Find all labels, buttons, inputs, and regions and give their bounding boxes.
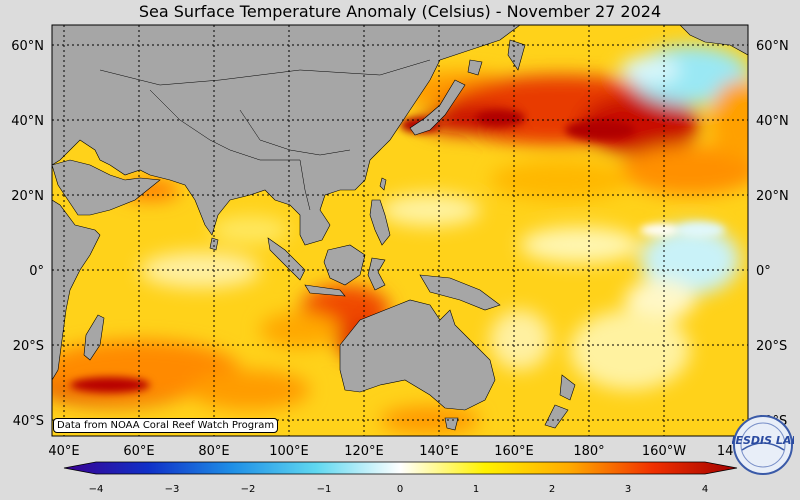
lat-label-right-20n: 20°N (756, 189, 789, 204)
lat-label-left-60n: 60°N (11, 39, 44, 54)
lon-label-120e: 120°E (344, 444, 384, 459)
lon-label-180: 180° (573, 444, 604, 459)
hokkaido-land (467, 59, 483, 76)
colorbar-tick-label: 1 (473, 484, 479, 495)
map-frame (51, 24, 749, 437)
lon-label-40e: 40°E (48, 444, 79, 459)
lat-label-left-20n: 20°N (11, 189, 44, 204)
new-guinea-land (419, 274, 501, 311)
data-credit-box: Data from NOAA Coral Reef Watch Program (53, 418, 279, 433)
colorbar-tick-label: 4 (702, 484, 708, 495)
nesdis-lab-logo: NESDIS LAB (732, 415, 794, 475)
colorbar-tick-label: −4 (89, 484, 104, 495)
colorbar-tick-label: −3 (165, 484, 180, 495)
lat-label-right-20s: 20°S (756, 339, 787, 354)
lon-label-140e: 140°E (419, 444, 459, 459)
colorbar-tick-label: 0 (397, 484, 403, 495)
tasmania-land (444, 417, 459, 431)
country-borders (99, 59, 431, 211)
lon-label-80e: 80°E (198, 444, 229, 459)
taiwan-land (379, 177, 387, 191)
philippines-land (369, 199, 391, 246)
colorbar-tick-label: −1 (317, 484, 332, 495)
colorbar: −4 −3 −2 −1 0 1 2 3 4 (63, 461, 738, 495)
sri-lanka-land (209, 237, 219, 251)
japan-land (409, 79, 466, 136)
lon-label-160w: 160°W (642, 444, 686, 459)
lon-label-160e: 160°E (494, 444, 534, 459)
arabia-land (52, 159, 161, 216)
lat-label-left-40n: 40°N (11, 114, 44, 129)
lat-label-right-60n: 60°N (756, 39, 789, 54)
logo-text: NESDIS LAB (732, 434, 794, 447)
colorbar-ramp (63, 461, 738, 475)
colorbar-tick-label: 3 (625, 484, 631, 495)
java-land (304, 284, 346, 297)
australia-land (339, 299, 496, 411)
lat-label-left-0: 0° (29, 264, 44, 279)
lat-label-right-40n: 40°N (756, 114, 789, 129)
lon-label-100e: 100°E (269, 444, 309, 459)
colorbar-tick-label: 2 (549, 484, 555, 495)
map-title: Sea Surface Temperature Anomaly (Celsius… (138, 2, 662, 21)
north-america-land (679, 25, 748, 56)
colorbar-tick-label: −2 (241, 484, 256, 495)
asia-land (52, 25, 521, 246)
new-zealand-south-land (544, 404, 569, 429)
graticule (52, 25, 748, 436)
borneo-land (323, 244, 366, 286)
kamchatka-land (507, 39, 526, 71)
sulawesi-land (367, 257, 386, 291)
lat-label-left-20s: 20°S (13, 339, 44, 354)
madagascar-land (83, 314, 105, 361)
lat-label-left-40s: 40°S (13, 414, 44, 429)
lon-label-60e: 60°E (123, 444, 154, 459)
sumatra-land (267, 237, 306, 281)
new-zealand-land (559, 374, 576, 401)
lat-label-right-0: 0° (756, 264, 771, 279)
